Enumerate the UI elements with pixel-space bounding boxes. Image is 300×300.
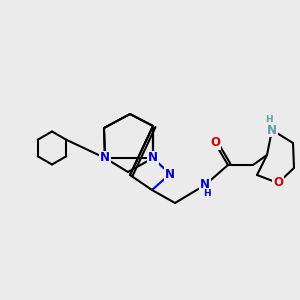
Text: O: O	[210, 136, 220, 149]
Text: N: N	[200, 178, 210, 191]
Text: N: N	[165, 167, 175, 181]
Text: H: H	[265, 115, 273, 124]
Text: N: N	[148, 152, 158, 164]
Text: N: N	[100, 152, 110, 164]
Text: O: O	[273, 176, 283, 190]
Text: N: N	[267, 124, 277, 136]
Text: H: H	[203, 190, 210, 199]
